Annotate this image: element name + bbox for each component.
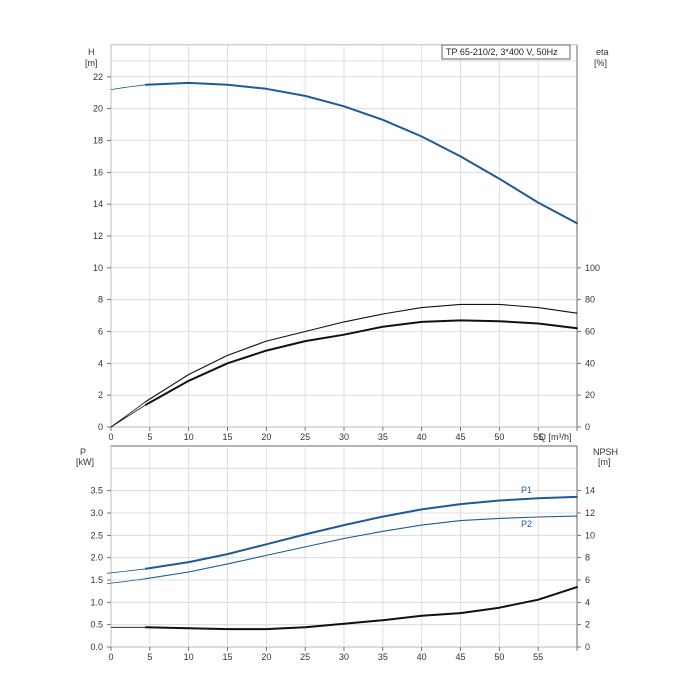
power-axis-unit: [kW]	[76, 457, 94, 467]
x-tick-label: 25	[300, 652, 310, 662]
x-tick-label: 45	[455, 432, 465, 442]
x-tick-label: 40	[417, 652, 427, 662]
y-left-tick-label: 4	[98, 358, 103, 368]
x-tick-label: 35	[378, 432, 388, 442]
y-right-tick-label: 60	[585, 327, 595, 337]
y-right-tick-label: 4	[585, 597, 590, 607]
y-right-tick-label: 10	[585, 530, 595, 540]
y-left-tick-label: 0.0	[90, 642, 103, 652]
y-right-tick-label: 0	[585, 642, 590, 652]
x-tick-label: 25	[300, 432, 310, 442]
y-left-tick-label: 12	[93, 231, 103, 241]
head-chart-ticks: 0 5 10 15 20 25 30 35 40 45 50 55 0 2 4 6 8 10 12 14 16 18 20 2…	[93, 72, 600, 442]
x-tick-label: 40	[417, 432, 427, 442]
x-tick-label: 50	[494, 652, 504, 662]
x-tick-label: 50	[494, 432, 504, 442]
x-tick-label: 5	[147, 652, 152, 662]
y-left-tick-label: 3.5	[90, 486, 103, 496]
y-left-tick-label: 22	[93, 72, 103, 82]
x-tick-label: 55	[533, 432, 543, 442]
x-tick-label: 0	[108, 652, 113, 662]
power-axis-label: P	[80, 447, 86, 457]
y-left-tick-label: 0	[98, 422, 103, 432]
head-axis-label: H	[88, 47, 95, 57]
x-tick-label: 30	[339, 652, 349, 662]
y-right-tick-label: 80	[585, 295, 595, 305]
x-tick-label: 35	[378, 652, 388, 662]
x-tick-label: 0	[108, 432, 113, 442]
x-tick-label: 10	[184, 652, 194, 662]
x-tick-label: 45	[455, 652, 465, 662]
y-left-tick-label: 6	[98, 327, 103, 337]
y-left-tick-label: 2	[98, 390, 103, 400]
power-chart-ticks: 0 5 10 15 20 25 30 35 40 45 50 550.00.51.01.52.02.5…	[90, 486, 595, 662]
series-line-extension	[110, 84, 146, 90]
p1-series-label: P1	[521, 485, 532, 495]
x-tick-label: 5	[147, 432, 152, 442]
series-line	[144, 319, 578, 406]
npsh-axis-unit: [m]	[598, 457, 611, 467]
y-left-tick-label: 16	[93, 167, 103, 177]
y-left-tick-label: 2.5	[90, 530, 103, 540]
y-left-tick-label: 10	[93, 263, 103, 273]
flow-axis-label: Q [m³/h]	[539, 432, 572, 442]
y-right-tick-label: 20	[585, 390, 595, 400]
y-left-tick-label: 18	[93, 136, 103, 146]
y-left-tick-label: 1.5	[90, 575, 103, 585]
y-left-tick-label: 0.5	[90, 620, 103, 630]
head-axis-unit: [m]	[85, 58, 98, 68]
y-right-tick-label: 2	[585, 620, 590, 630]
series-line	[145, 303, 578, 403]
y-left-tick-label: 3.0	[90, 508, 103, 518]
eta-axis-unit: [%]	[594, 58, 607, 68]
npsh-axis-label: NPSH	[593, 447, 618, 457]
y-right-tick-label: 100	[585, 263, 600, 273]
series-line-extension	[110, 404, 147, 428]
series-line	[144, 81, 578, 225]
chart-title-box	[441, 44, 571, 60]
p2-line	[145, 515, 578, 580]
x-tick-label: 55	[533, 652, 543, 662]
series-line	[144, 586, 578, 631]
y-right-tick-label: 0	[585, 422, 590, 432]
y-left-tick-label: 14	[93, 199, 103, 209]
y-left-tick-label: 20	[93, 104, 103, 114]
x-tick-label: 15	[222, 652, 232, 662]
x-tick-label: 20	[261, 652, 271, 662]
power-npsh-chart: 0 5 10 15 20 25 30 35 40 45 50 550.00.51.01.52.02.5…	[76, 445, 618, 662]
y-left-tick-label: 8	[98, 295, 103, 305]
p1-line	[144, 495, 578, 570]
x-tick-label: 30	[339, 432, 349, 442]
series-line-extension	[107, 568, 146, 574]
x-tick-label: 20	[261, 432, 271, 442]
y-left-tick-label: 2.0	[90, 553, 103, 563]
head-efficiency-chart: 0 5 10 15 20 25 30 35 40 45 50 55 0 2 4 6 8 10 12 14 16 18 20 2…	[85, 44, 609, 442]
y-right-tick-label: 8	[585, 553, 590, 563]
x-tick-label: 10	[184, 432, 194, 442]
power-chart-grid	[110, 446, 577, 648]
y-right-tick-label: 40	[585, 358, 595, 368]
chart-title: TP 65-210/2, 3*400 V, 50Hz	[446, 47, 558, 57]
head-chart-grid	[110, 44, 577, 428]
y-left-tick-label: 1.0	[90, 597, 103, 607]
x-tick-label: 15	[222, 432, 232, 442]
head-chart-series	[110, 81, 578, 428]
y-right-tick-label: 6	[585, 575, 590, 585]
eta-axis-label: eta	[596, 47, 609, 57]
series-line-extension	[107, 578, 146, 584]
y-right-tick-label: 12	[585, 508, 595, 518]
y-right-tick-label: 14	[585, 486, 595, 496]
p2-series-label: P2	[521, 519, 532, 529]
power-chart-series	[107, 495, 578, 631]
series-line-extension	[110, 401, 147, 428]
